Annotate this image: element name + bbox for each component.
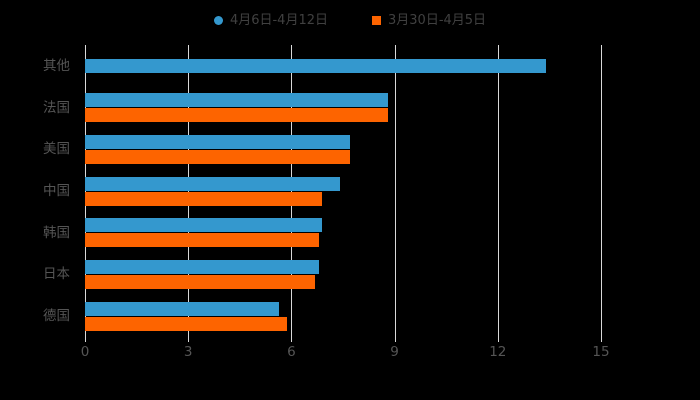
- legend-item-series-2[interactable]: 3月30日-4月5日: [372, 14, 486, 27]
- bar[interactable]: [85, 259, 319, 274]
- y-tick-label: 韩国: [43, 224, 70, 241]
- gridline: [601, 45, 602, 337]
- x-tick-mark: [601, 337, 602, 342]
- legend-marker-circle-icon: [213, 15, 223, 25]
- x-tick-mark: [85, 337, 86, 342]
- legend-label-series-2: 3月30日-4月5日: [388, 12, 487, 28]
- bar[interactable]: [85, 58, 546, 73]
- bar[interactable]: [85, 93, 388, 108]
- gridline: [497, 45, 499, 337]
- x-tick-label: 9: [390, 344, 399, 360]
- bar[interactable]: [85, 301, 280, 316]
- legend-label-series-1: 4月6日-4月12日: [229, 12, 328, 28]
- x-tick-label: 0: [80, 344, 90, 360]
- x-tick-label: 3: [183, 344, 193, 360]
- y-axis-category-labels: 其他法国美国中国韩国日本德国: [0, 45, 78, 337]
- x-axis: 0 3 6 9 12 15: [81, 337, 610, 367]
- gridline: [188, 45, 190, 337]
- chart-legend: 4月6日-4月12日 3月30日-4月5日: [0, 8, 700, 32]
- legend-item-series-1[interactable]: 4月6日-4月12日: [213, 12, 328, 28]
- gridline: [85, 45, 86, 337]
- bar[interactable]: [85, 108, 388, 123]
- bar[interactable]: [85, 233, 319, 248]
- bar[interactable]: [85, 149, 350, 164]
- legend-marker-square-icon: [372, 15, 381, 25]
- bar[interactable]: [85, 274, 316, 289]
- x-tick-label: 12: [489, 344, 507, 360]
- x-tick-label: 6: [287, 344, 296, 360]
- bar[interactable]: [85, 134, 350, 149]
- bar[interactable]: [85, 316, 287, 331]
- y-tick-label: 法国: [43, 99, 70, 116]
- y-tick-label: 美国: [43, 141, 70, 158]
- gridline: [394, 45, 396, 337]
- y-tick-label: 日本: [43, 266, 70, 283]
- x-tick-mark: [394, 337, 396, 342]
- x-tick-mark: [188, 337, 190, 342]
- bar[interactable]: [85, 176, 340, 191]
- x-tick-mark: [291, 337, 293, 342]
- x-tick-label: 15: [592, 344, 610, 360]
- y-tick-label: 其他: [43, 57, 70, 74]
- bar[interactable]: [85, 191, 323, 206]
- y-tick-label: 中国: [43, 183, 70, 199]
- x-tick-mark: [497, 337, 499, 342]
- y-tick-label: 德国: [43, 308, 70, 325]
- plot-area: [85, 45, 602, 337]
- gridline: [291, 45, 293, 337]
- bar[interactable]: [85, 218, 323, 233]
